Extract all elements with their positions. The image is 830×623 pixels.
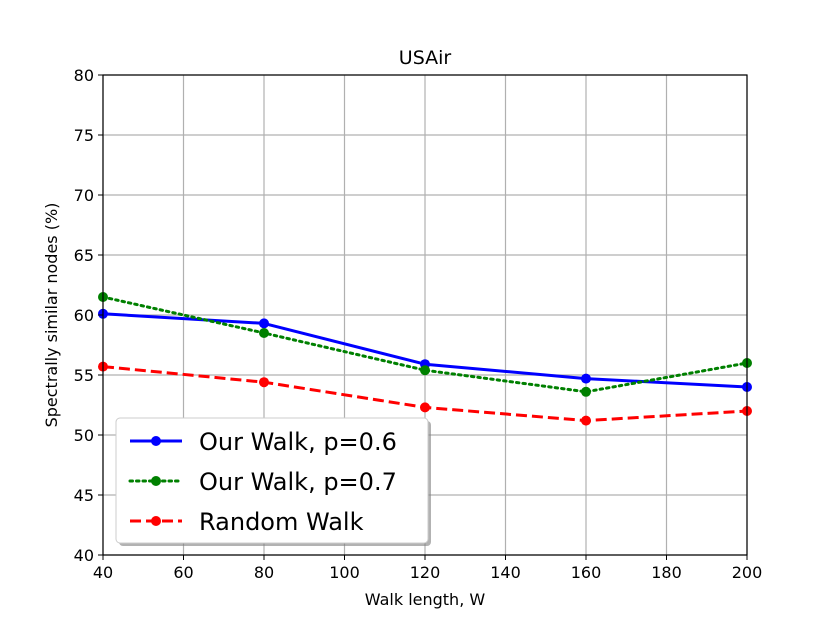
series-layer <box>98 292 752 426</box>
x-tick-label: 180 <box>651 563 682 582</box>
data-point <box>420 365 430 376</box>
y-tick-label: 75 <box>74 126 94 145</box>
y-tick-label: 70 <box>74 186 94 205</box>
series-2 <box>98 361 752 426</box>
y-axis-label: Spectrally similar nodes (%) <box>42 203 61 428</box>
x-tick-label: 160 <box>571 563 602 582</box>
ticks: 40 60 80 100 120 140 160 180 200 40 45 50 55 60 65 70 75… <box>74 66 763 582</box>
data-point <box>259 377 269 388</box>
data-point <box>581 373 591 384</box>
x-tick-label: 200 <box>732 563 763 582</box>
x-tick-label: 80 <box>254 563 274 582</box>
legend-label: Our Walk, p=0.6 <box>199 428 397 456</box>
y-tick-label: 65 <box>74 246 94 265</box>
y-tick-label: 50 <box>74 426 94 445</box>
legend-marker <box>151 436 161 446</box>
legend: Our Walk, p=0.6 Our Walk, p=0.7 Random Wal… <box>115 417 431 546</box>
x-tick-label: 120 <box>410 563 441 582</box>
y-tick-label: 60 <box>74 306 94 325</box>
data-point <box>581 386 591 397</box>
legend-box <box>115 417 429 544</box>
y-tick-label: 80 <box>74 66 94 85</box>
y-tick-label: 40 <box>74 546 94 565</box>
legend-marker <box>151 516 161 526</box>
legend-label: Our Walk, p=0.7 <box>199 468 397 496</box>
chart-title: USAir <box>399 47 452 69</box>
series-1 <box>98 292 752 397</box>
data-point <box>420 402 430 413</box>
data-point <box>259 328 269 338</box>
x-tick-label: 40 <box>93 563 113 582</box>
y-tick-label: 55 <box>74 366 94 385</box>
data-point <box>259 318 269 329</box>
x-tick-label: 140 <box>490 563 521 582</box>
legend-marker <box>151 476 161 486</box>
x-tick-label: 60 <box>173 563 193 582</box>
x-tick-label: 100 <box>329 563 360 582</box>
x-axis-label: Walk length, W <box>365 590 486 609</box>
legend-label: Random Walk <box>199 508 364 536</box>
data-point <box>581 415 591 426</box>
y-tick-label: 45 <box>74 486 94 505</box>
